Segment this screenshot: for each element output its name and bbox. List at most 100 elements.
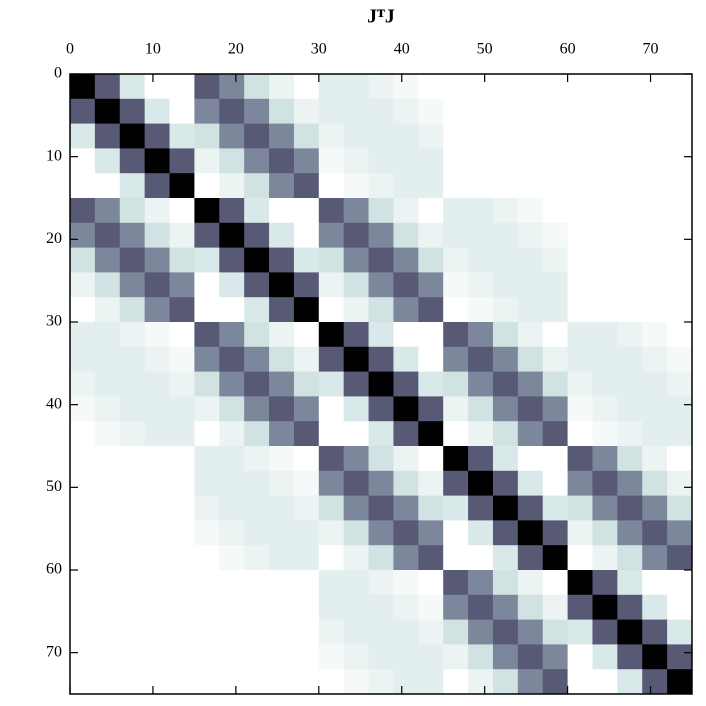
cell <box>343 669 370 695</box>
cell <box>343 495 370 521</box>
cell <box>144 148 171 174</box>
cell <box>393 669 419 695</box>
cell <box>144 74 171 100</box>
cell <box>567 619 593 645</box>
cell <box>592 272 618 298</box>
cell <box>144 644 171 670</box>
cell <box>567 396 593 422</box>
cell <box>592 570 618 596</box>
cell <box>343 322 370 348</box>
cell <box>94 272 121 298</box>
cell <box>443 396 469 422</box>
cell <box>293 322 320 348</box>
cell <box>542 446 569 472</box>
cell <box>219 446 245 472</box>
cell <box>368 594 394 621</box>
cell <box>70 198 96 224</box>
cell <box>393 644 419 670</box>
cell <box>492 198 519 224</box>
cell <box>343 371 370 397</box>
cell <box>667 619 693 645</box>
cell <box>94 470 121 497</box>
cell <box>468 74 494 100</box>
cell <box>169 421 195 447</box>
cell <box>70 98 96 125</box>
cell <box>194 272 220 298</box>
cell <box>617 570 643 596</box>
chart-title: JᵀJ <box>367 6 395 28</box>
cell <box>542 322 569 348</box>
cell <box>517 594 544 621</box>
cell <box>119 446 146 472</box>
cell <box>194 619 220 645</box>
cell <box>617 247 643 273</box>
cell <box>70 619 96 645</box>
cell <box>667 495 693 521</box>
cell <box>144 446 171 472</box>
cell <box>642 74 668 100</box>
cell <box>94 644 121 670</box>
cell <box>617 421 643 447</box>
cell <box>293 520 320 546</box>
cell <box>492 520 519 546</box>
cell <box>244 371 270 397</box>
cell <box>567 173 593 199</box>
cell <box>219 520 245 546</box>
cell <box>492 297 519 323</box>
cell <box>244 222 270 249</box>
y-tick-label: 20 <box>46 230 62 247</box>
cell <box>70 123 96 149</box>
cell <box>617 470 643 497</box>
cell <box>194 346 220 373</box>
cell <box>642 421 668 447</box>
cell <box>94 619 121 645</box>
cell <box>667 470 693 497</box>
cell <box>169 396 195 422</box>
cell <box>70 148 96 174</box>
cell <box>443 322 469 348</box>
cell <box>468 247 494 273</box>
cell <box>592 619 618 645</box>
cell <box>617 322 643 348</box>
cell <box>219 198 245 224</box>
cell <box>269 297 295 323</box>
cell <box>592 346 618 373</box>
x-tick-label: 30 <box>311 41 327 58</box>
cell <box>642 594 668 621</box>
cell <box>94 446 121 472</box>
cell <box>318 198 345 224</box>
cell <box>592 148 618 174</box>
cell <box>169 669 195 695</box>
cell <box>592 247 618 273</box>
cell <box>443 148 469 174</box>
cell <box>393 421 419 447</box>
cell <box>70 371 96 397</box>
cell <box>343 198 370 224</box>
cell <box>468 520 494 546</box>
cell <box>318 520 345 546</box>
cell <box>443 222 469 249</box>
cell <box>542 173 569 199</box>
cell <box>368 198 394 224</box>
cell <box>642 470 668 497</box>
cell <box>592 371 618 397</box>
cell <box>617 669 643 695</box>
x-tick-label: 70 <box>643 41 659 58</box>
cell <box>318 173 345 199</box>
cell <box>517 446 544 472</box>
cell <box>443 421 469 447</box>
cell <box>667 545 693 571</box>
cell <box>642 247 668 273</box>
cell <box>592 594 618 621</box>
cell <box>119 247 146 273</box>
cell <box>418 669 444 695</box>
cell <box>468 396 494 422</box>
cell <box>244 173 270 199</box>
cell <box>269 594 295 621</box>
cell <box>542 74 569 100</box>
cell <box>244 247 270 273</box>
cell <box>169 446 195 472</box>
cell <box>667 173 693 199</box>
cell <box>144 222 171 249</box>
cell <box>219 123 245 149</box>
